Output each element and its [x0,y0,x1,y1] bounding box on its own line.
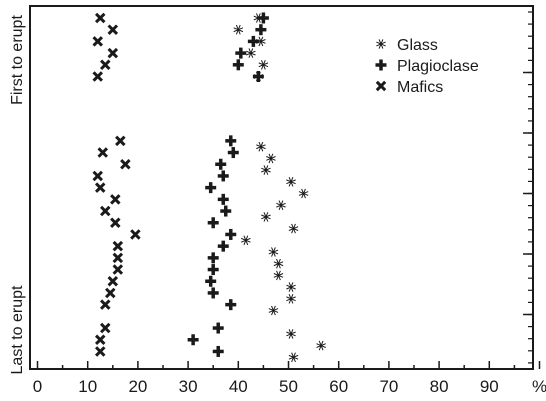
plagioclase-point [225,228,237,240]
mafics-point [92,36,104,47]
plagioclase-point [225,135,237,147]
x-tick-label: 10 [78,377,97,396]
legend-marker-plagioclase [375,59,387,71]
glass-point [256,141,266,152]
mafics-point [110,194,121,205]
x-tick-label: 70 [379,377,398,396]
mafics-point [97,147,109,158]
plagioclase-point [247,35,259,47]
plagioclase-point [232,59,244,71]
plagioclase-point [227,147,239,159]
mafics-point [105,287,116,299]
plagioclase-point [225,299,237,311]
plagioclase-point [217,193,229,205]
data-points [92,12,326,363]
y-label-last-to-erupt: Last to erupt [9,285,26,375]
glass-point [286,329,296,339]
mafics-point [94,12,106,24]
x-tick-label: 40 [229,377,248,396]
legend-marker-glass [376,39,386,49]
mafics-point [112,252,124,264]
x-tick-label: 20 [128,377,147,396]
plagioclase-point [212,345,224,357]
plagioclase-point [215,158,227,170]
legend-label-plagioclase: Plagioclase [397,58,479,75]
plagioclase-point [207,264,219,276]
glass-point [233,24,244,35]
x-tick-labels: 0 10 20 30 40 50 60 70 80 90% [33,377,546,396]
mafics-point [100,59,111,71]
glass-point [266,153,276,164]
mafics-point [120,158,131,170]
x-tick-label: 50 [279,377,298,396]
mafics-point [100,299,111,310]
mafics-point [107,47,119,59]
plagioclase-point [217,240,229,252]
glass-point [273,270,284,281]
mafics-point [100,322,111,334]
plagioclase-point [257,12,269,24]
plagioclase-point [220,205,232,217]
glass-point [261,165,271,175]
glass-point [246,48,256,58]
plagioclase-point [187,334,199,346]
mafics-point [92,170,104,182]
plagioclase-point [235,47,247,59]
mafics-point [115,135,126,147]
legend: Glass Plagioclase Mafics [375,37,479,96]
glass-point [298,188,309,199]
glass-point [316,340,326,351]
x-tick-label: 0 [33,377,42,396]
mafics-point [94,182,106,193]
legend-label-glass: Glass [397,37,438,54]
plagioclase-point [217,170,229,182]
glass-point [286,282,296,292]
mafics-point [110,217,121,229]
plagioclase-point [207,252,219,264]
plagioclase-point [207,217,219,229]
glass-point [286,176,296,187]
glass-point [268,305,279,316]
glass-point [241,235,251,246]
x-tick-label: 60 [329,377,348,396]
glass-point [276,200,286,211]
x-tick-label: 80 [430,377,449,396]
glass-point [288,223,299,234]
plagioclase-point [252,71,264,82]
y-label-first-to-erupt: First to erupt [9,15,26,105]
plot-frame [29,5,534,370]
mafics-point [112,264,124,275]
x-tick-label: % [532,377,546,396]
glass-point [258,59,269,70]
glass-point [288,352,299,363]
plagioclase-point [205,275,217,287]
mafics-point [107,275,119,287]
mafics-point [112,240,124,252]
legend-marker-mafics [375,80,387,92]
glass-point [273,258,284,269]
mafics-point [92,71,104,82]
plagioclase-point [207,287,219,299]
legend-label-mafics: Mafics [397,79,443,96]
mafics-point [94,334,106,346]
mafics-point [100,205,111,217]
mafics-point [130,229,141,240]
plagioclase-point [255,24,267,36]
plagioclase-point [212,322,224,334]
glass-point [286,293,296,304]
x-tick-label: 30 [179,377,198,396]
glass-point [268,247,279,257]
mafics-point [107,24,119,35]
mafics-point [94,346,106,357]
glass-point [261,212,271,222]
plagioclase-point [205,182,217,194]
x-tick-label: 90 [480,377,499,396]
